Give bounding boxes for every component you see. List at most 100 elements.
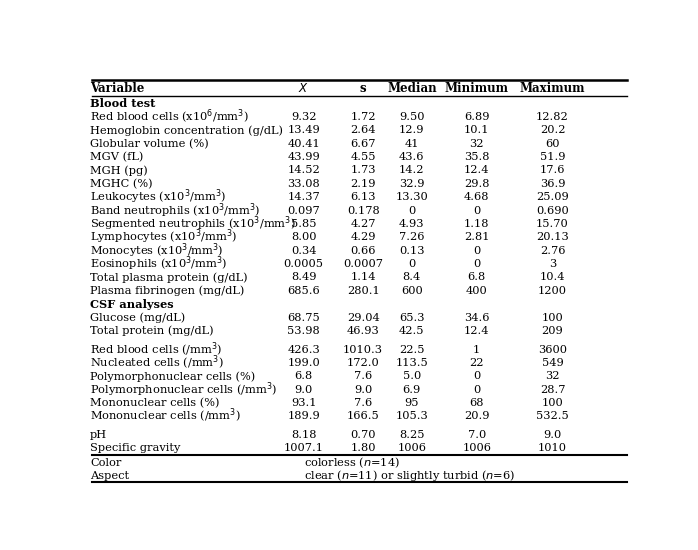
Text: Mononuclear cells (%): Mononuclear cells (%) xyxy=(90,398,219,408)
Text: 0: 0 xyxy=(473,371,480,381)
Text: Median: Median xyxy=(387,81,437,95)
Text: Lymphocytes (x10$^3$/mm$^3$): Lymphocytes (x10$^3$/mm$^3$) xyxy=(90,228,237,246)
Text: 4.29: 4.29 xyxy=(350,232,376,242)
Text: 46.93: 46.93 xyxy=(347,326,380,336)
Text: 3: 3 xyxy=(549,259,556,269)
Text: 1: 1 xyxy=(473,345,480,355)
Text: 15.70: 15.70 xyxy=(536,219,569,229)
Text: Total protein (mg/dL): Total protein (mg/dL) xyxy=(90,326,214,337)
Text: Total plasma protein (g/dL): Total plasma protein (g/dL) xyxy=(90,272,248,283)
Text: 6.13: 6.13 xyxy=(350,192,376,202)
Text: 1.72: 1.72 xyxy=(350,112,376,122)
Text: Segmented neutrophils (x10$^3$/mm$^3$): Segmented neutrophils (x10$^3$/mm$^3$) xyxy=(90,214,296,233)
Text: 14.37: 14.37 xyxy=(288,192,320,202)
Text: 9.0: 9.0 xyxy=(295,384,313,395)
Text: 33.08: 33.08 xyxy=(288,179,320,189)
Text: 166.5: 166.5 xyxy=(347,411,380,421)
Text: 34.6: 34.6 xyxy=(464,313,489,323)
Text: 9.50: 9.50 xyxy=(399,112,424,122)
Text: Aspect: Aspect xyxy=(90,471,129,481)
Text: 7.6: 7.6 xyxy=(354,371,372,381)
Text: 600: 600 xyxy=(401,285,423,295)
Text: 6.89: 6.89 xyxy=(464,112,489,122)
Text: Color: Color xyxy=(90,458,121,468)
Text: 0: 0 xyxy=(473,245,480,256)
Text: 8.00: 8.00 xyxy=(291,232,316,242)
Text: 0.097: 0.097 xyxy=(288,206,320,216)
Text: 6.9: 6.9 xyxy=(403,384,421,395)
Text: 0.0005: 0.0005 xyxy=(283,259,324,269)
Text: MGHC (%): MGHC (%) xyxy=(90,179,153,189)
Text: 1200: 1200 xyxy=(538,285,567,295)
Text: Monocytes (x10$^3$/mm$^3$): Monocytes (x10$^3$/mm$^3$) xyxy=(90,241,223,260)
Text: 1006: 1006 xyxy=(462,443,491,453)
Text: 9.32: 9.32 xyxy=(291,112,316,122)
Text: 0: 0 xyxy=(408,206,415,216)
Text: 6.8: 6.8 xyxy=(295,371,313,381)
Text: 32.9: 32.9 xyxy=(399,179,424,189)
Text: 100: 100 xyxy=(542,313,563,323)
Text: 426.3: 426.3 xyxy=(288,345,320,355)
Text: 32: 32 xyxy=(545,371,560,381)
Text: 28.7: 28.7 xyxy=(540,384,565,395)
Text: 1.14: 1.14 xyxy=(350,272,376,282)
Text: 35.8: 35.8 xyxy=(464,152,489,162)
Text: 6.67: 6.67 xyxy=(350,139,376,149)
Text: Eosinophils (x10$^3$/mm$^3$): Eosinophils (x10$^3$/mm$^3$) xyxy=(90,255,228,273)
Text: 36.9: 36.9 xyxy=(540,179,565,189)
Text: 5.85: 5.85 xyxy=(291,219,316,229)
Text: 1007.1: 1007.1 xyxy=(283,443,324,453)
Text: Red blood cells (x10$^6$/mm$^3$): Red blood cells (x10$^6$/mm$^3$) xyxy=(90,108,248,126)
Text: Specific gravity: Specific gravity xyxy=(90,443,180,453)
Text: 1.73: 1.73 xyxy=(350,166,376,175)
Text: 0: 0 xyxy=(473,206,480,216)
Text: 4.55: 4.55 xyxy=(350,152,376,162)
Text: 7.0: 7.0 xyxy=(468,430,486,440)
Text: 42.5: 42.5 xyxy=(399,326,424,336)
Text: 1010.3: 1010.3 xyxy=(343,345,383,355)
Text: 0: 0 xyxy=(473,384,480,395)
Text: Minimum: Minimum xyxy=(445,81,509,95)
Text: Leukocytes (x10$^3$/mm$^3$): Leukocytes (x10$^3$/mm$^3$) xyxy=(90,188,226,206)
Text: 12.9: 12.9 xyxy=(399,125,424,135)
Text: 7.26: 7.26 xyxy=(399,232,424,242)
Text: 43.6: 43.6 xyxy=(399,152,424,162)
Text: 10.1: 10.1 xyxy=(464,125,489,135)
Text: 2.76: 2.76 xyxy=(540,245,565,256)
Text: 13.30: 13.30 xyxy=(396,192,428,202)
Text: 95: 95 xyxy=(405,398,419,408)
Text: 10.4: 10.4 xyxy=(540,272,565,282)
Text: 0.178: 0.178 xyxy=(347,206,380,216)
Text: pH: pH xyxy=(90,430,107,440)
Text: 22.5: 22.5 xyxy=(399,345,424,355)
Text: 1.18: 1.18 xyxy=(464,219,489,229)
Text: 4.93: 4.93 xyxy=(399,219,424,229)
Text: 0: 0 xyxy=(473,259,480,269)
Text: 113.5: 113.5 xyxy=(396,358,428,368)
Text: 532.5: 532.5 xyxy=(536,411,569,421)
Text: 53.98: 53.98 xyxy=(288,326,320,336)
Text: 549: 549 xyxy=(542,358,563,368)
Text: CSF analyses: CSF analyses xyxy=(90,299,174,310)
Text: colorless ($\mathit{n}$=14): colorless ($\mathit{n}$=14) xyxy=(304,455,400,470)
Text: $\bar{X}$: $\bar{X}$ xyxy=(298,80,309,96)
Text: 25.09: 25.09 xyxy=(536,192,569,202)
Text: 685.6: 685.6 xyxy=(288,285,320,295)
Text: Polymorphonuclear cells (%): Polymorphonuclear cells (%) xyxy=(90,371,255,382)
Text: 13.49: 13.49 xyxy=(288,125,320,135)
Text: 0.13: 0.13 xyxy=(399,245,424,256)
Text: Band neutrophils (x10$^3$/mm$^3$): Band neutrophils (x10$^3$/mm$^3$) xyxy=(90,201,260,220)
Text: 2.81: 2.81 xyxy=(464,232,489,242)
Text: 14.52: 14.52 xyxy=(288,166,320,175)
Text: 172.0: 172.0 xyxy=(347,358,380,368)
Text: 7.6: 7.6 xyxy=(354,398,372,408)
Text: MGH (pg): MGH (pg) xyxy=(90,165,148,176)
Text: Plasma fibrinogen (mg/dL): Plasma fibrinogen (mg/dL) xyxy=(90,285,244,296)
Text: 9.0: 9.0 xyxy=(543,430,562,440)
Text: Red blood cells (/mm$^3$): Red blood cells (/mm$^3$) xyxy=(90,340,223,359)
Text: 8.4: 8.4 xyxy=(403,272,421,282)
Text: 400: 400 xyxy=(466,285,488,295)
Text: 12.4: 12.4 xyxy=(464,166,489,175)
Text: 3600: 3600 xyxy=(538,345,567,355)
Text: Maximum: Maximum xyxy=(520,81,585,95)
